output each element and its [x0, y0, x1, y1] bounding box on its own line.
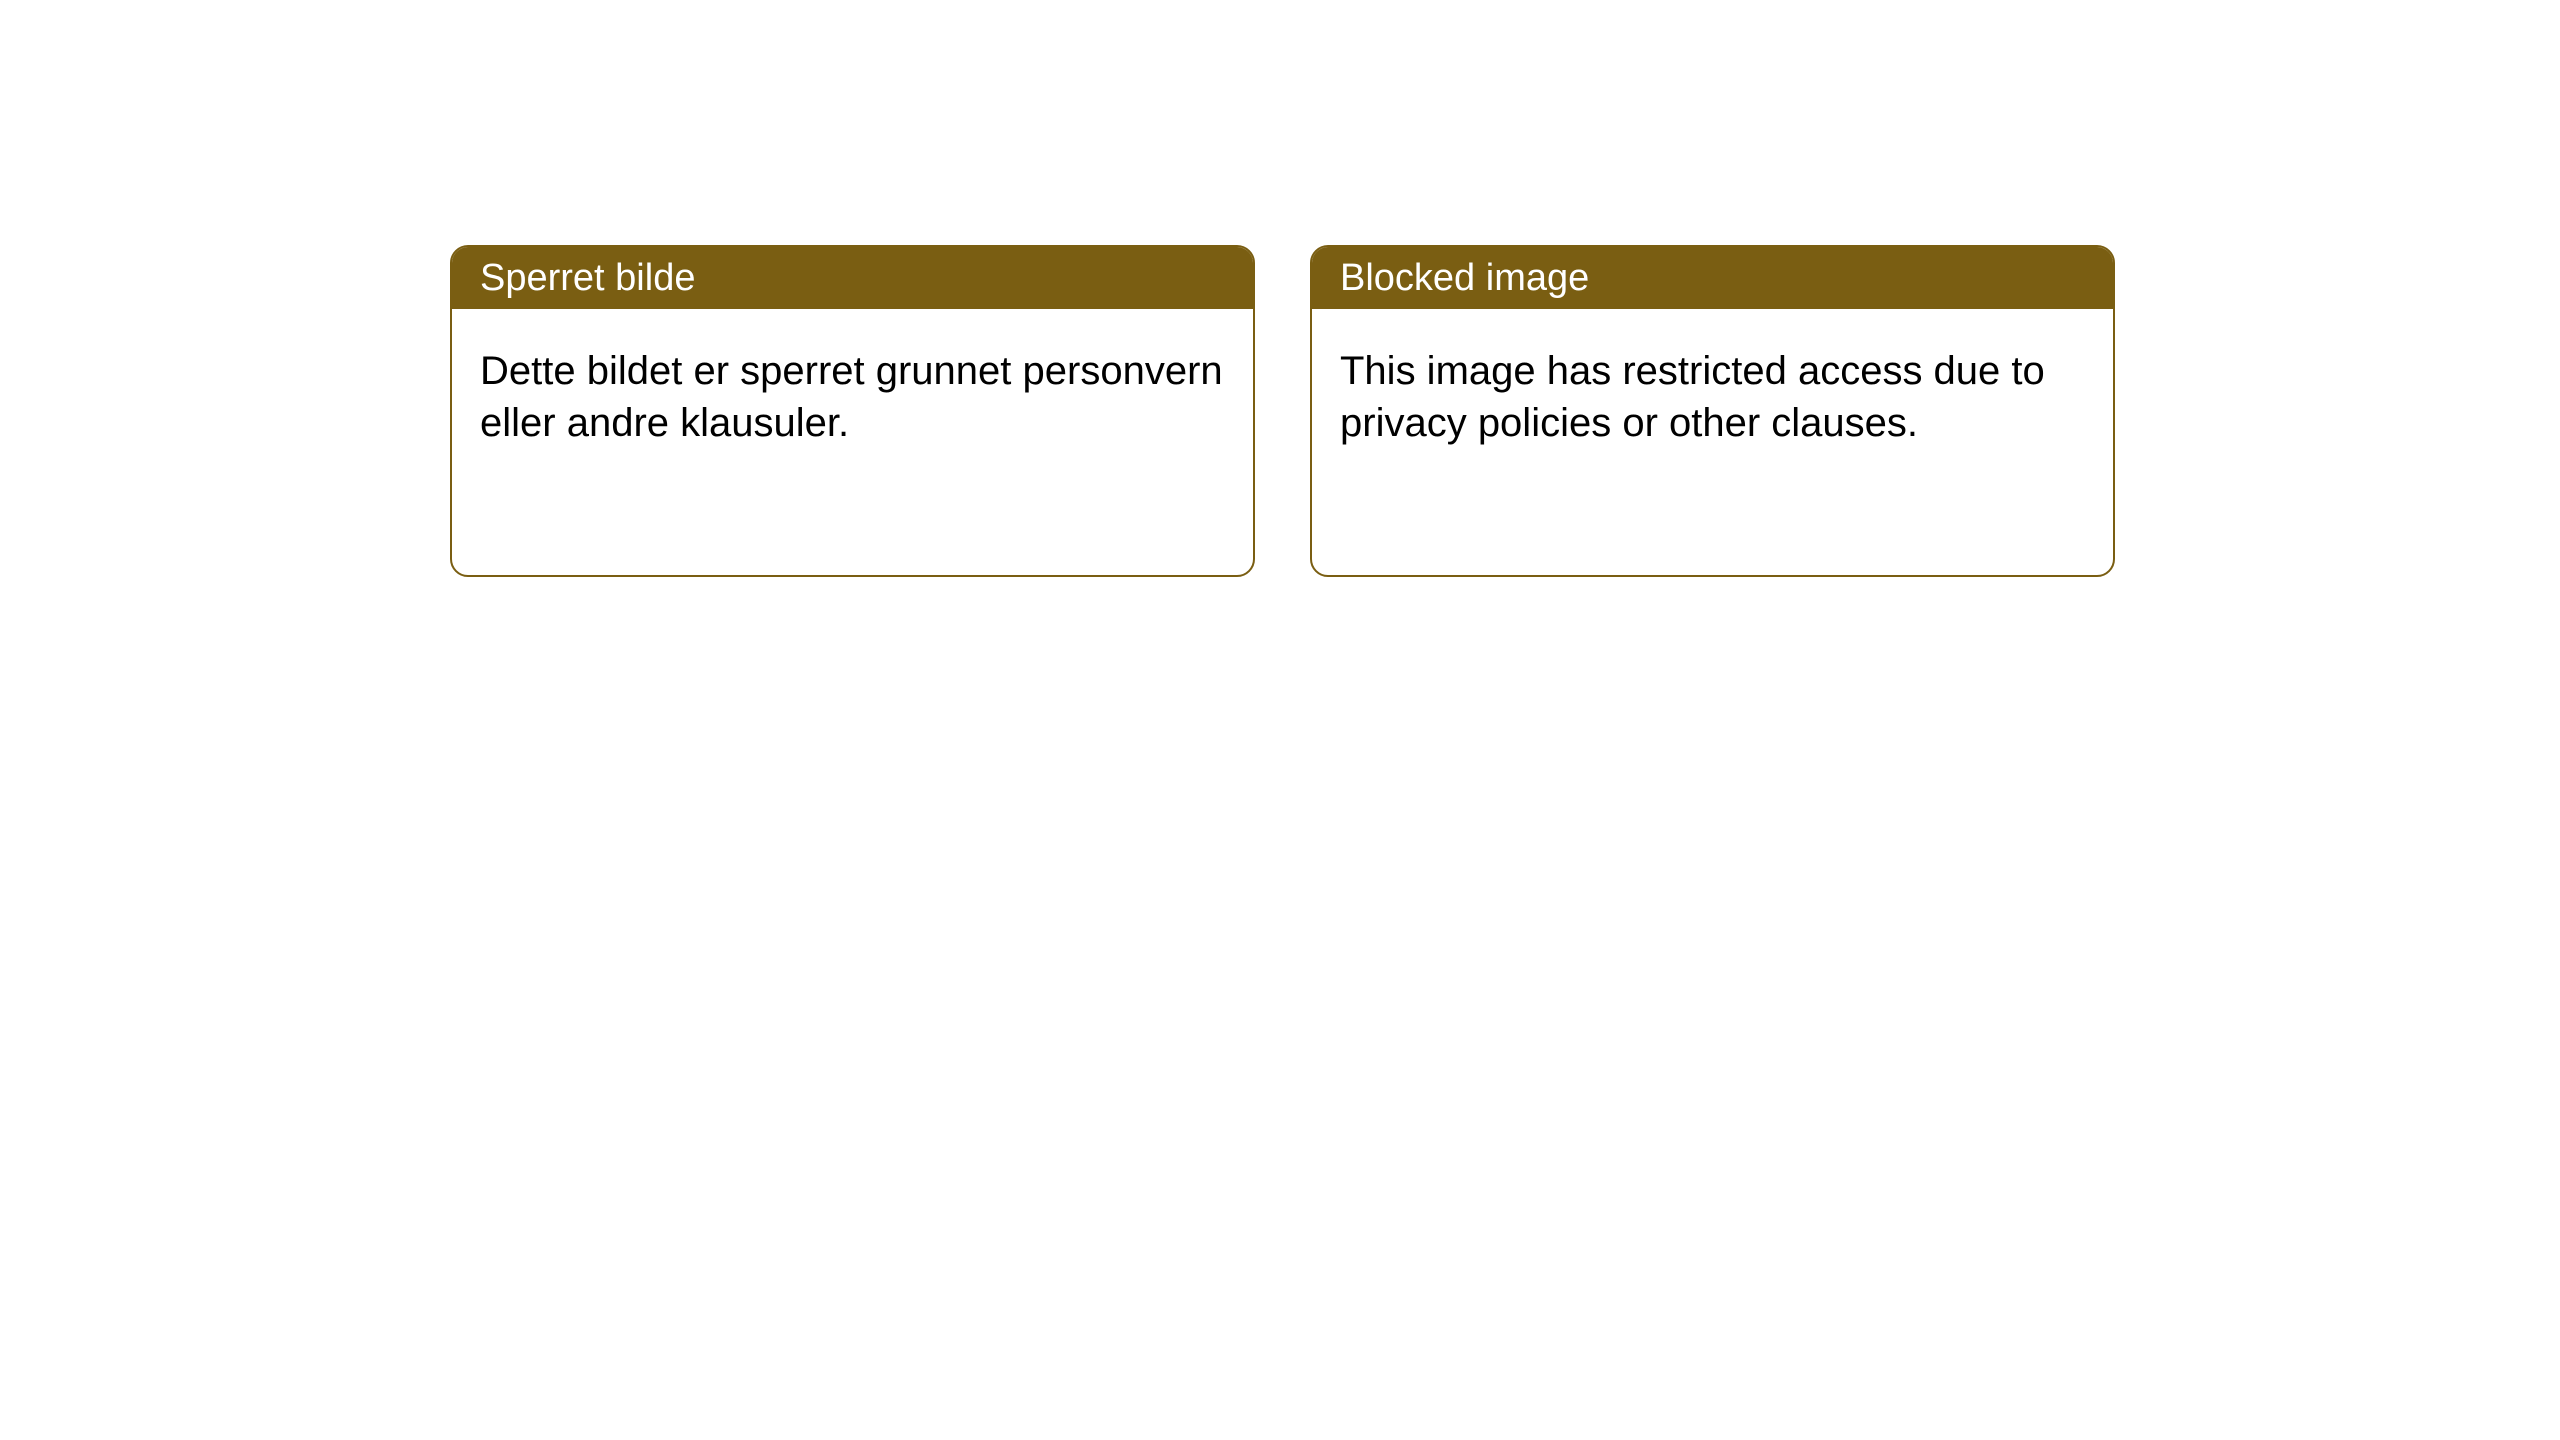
- card-body: This image has restricted access due to …: [1312, 309, 2113, 485]
- card-message: Dette bildet er sperret grunnet personve…: [480, 349, 1223, 445]
- card-body: Dette bildet er sperret grunnet personve…: [452, 309, 1253, 485]
- notice-card-norwegian: Sperret bilde Dette bildet er sperret gr…: [450, 245, 1255, 577]
- card-message: This image has restricted access due to …: [1340, 349, 2045, 445]
- card-header: Sperret bilde: [452, 247, 1253, 309]
- notice-card-english: Blocked image This image has restricted …: [1310, 245, 2115, 577]
- card-title: Sperret bilde: [480, 257, 695, 300]
- card-title: Blocked image: [1340, 257, 1589, 300]
- notice-container: Sperret bilde Dette bildet er sperret gr…: [450, 245, 2115, 577]
- card-header: Blocked image: [1312, 247, 2113, 309]
